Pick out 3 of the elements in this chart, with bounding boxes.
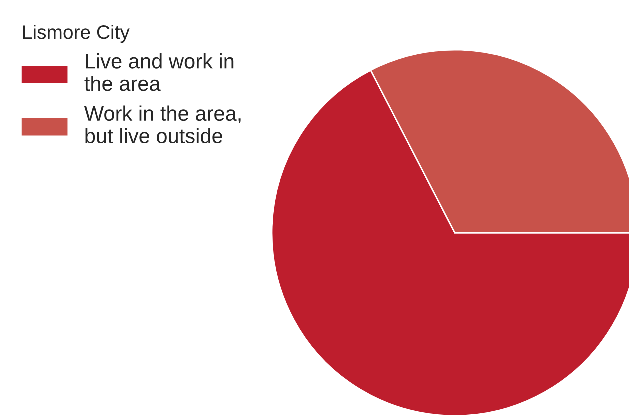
legend-label: Work in the area, but live outside [84, 106, 241, 144]
legend-label: Live and work in the area [84, 54, 234, 92]
legend-title: Lismore City [23, 24, 130, 44]
